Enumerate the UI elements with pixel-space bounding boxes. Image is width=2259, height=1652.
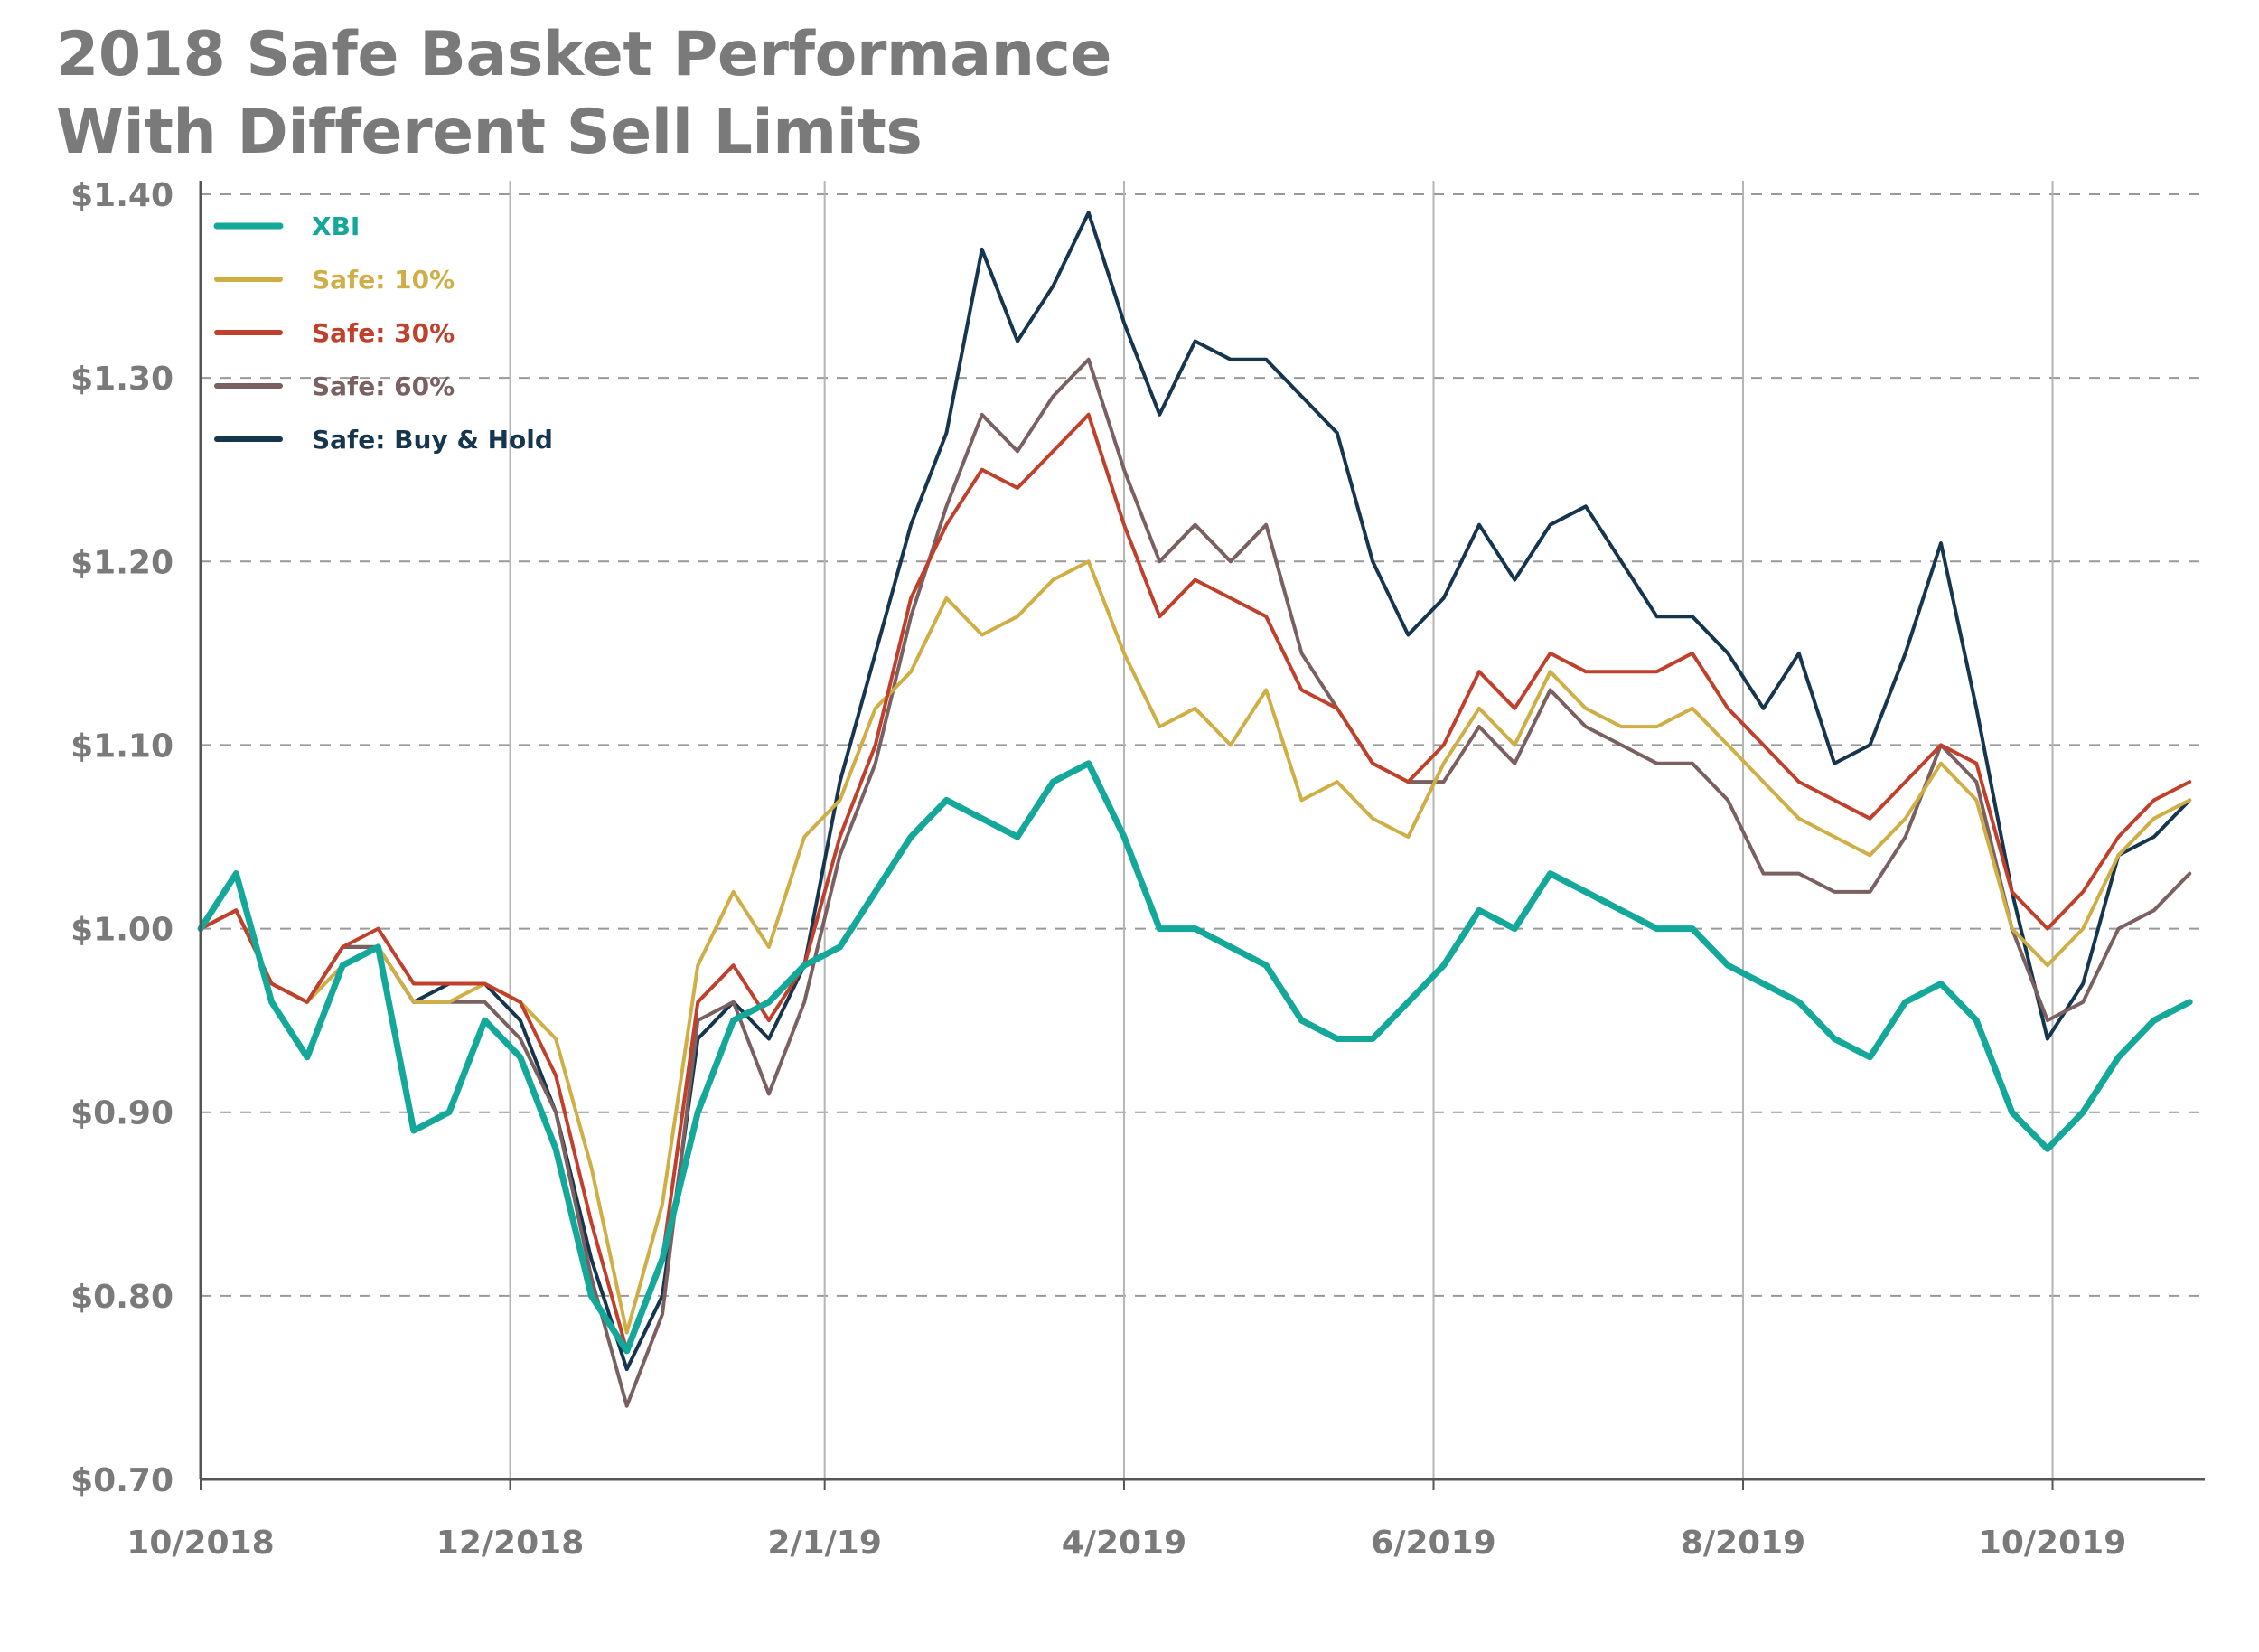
y-tick-label: $0.80: [70, 1279, 173, 1316]
legend-label: XBI: [312, 211, 360, 241]
y-tick-label: $1.10: [70, 727, 173, 765]
x-tick-label: 8/2019: [1681, 1525, 1805, 1562]
series-line-safe-60: [199, 357, 2192, 1408]
legend-label: Safe: Buy & Hold: [312, 425, 553, 455]
x-tick-label: 2/1/19: [767, 1525, 882, 1562]
y-tick-label: $0.90: [70, 1095, 173, 1132]
y-tick-label: $0.70: [70, 1462, 173, 1499]
grid: [201, 181, 2205, 1479]
legend-item-safe-60: Safe: 60%: [214, 371, 455, 401]
series-lines: [197, 211, 2193, 1408]
legend: XBI Safe: 10% Safe: 30% Safe: 60% Safe: Buy …: [213, 211, 553, 455]
axes: $0.70 $0.80 $0.90 $1.00 $1.10 $1.20 $1.30 $1.40…: [70, 177, 2205, 1562]
legend-label: Safe: 10%: [312, 265, 455, 295]
series-line-xbi: [197, 760, 2193, 1355]
legend-label: Safe: 60%: [312, 371, 455, 401]
chart-title-line-1: 2018 Safe Basket Performance: [56, 19, 1111, 90]
chart-title-line-2: With Different Sell Limits: [56, 97, 923, 168]
legend-item-safe-10: Safe: 10%: [214, 265, 455, 295]
x-tick-label: 10/2018: [127, 1525, 274, 1562]
legend-label: Safe: 30%: [312, 318, 455, 348]
x-tick-label: 4/2019: [1062, 1525, 1186, 1562]
y-tick-label: $1.40: [70, 177, 173, 214]
series-line-safe-10: [199, 559, 2192, 1335]
x-tick-label: 6/2019: [1371, 1525, 1495, 1562]
y-tick-label: $1.20: [70, 544, 173, 581]
x-tick-label: 10/2019: [1979, 1525, 2126, 1562]
legend-item-xbi: XBI: [213, 211, 360, 241]
series-line-safe-30: [199, 412, 2192, 1353]
y-tick-label: $1.30: [70, 361, 173, 398]
legend-item-safe-30: Safe: 30%: [214, 318, 455, 348]
chart-title: 2018 Safe Basket Performance With Differ…: [56, 16, 1111, 172]
series-line-safe-buy-hold: [199, 211, 2192, 1372]
x-tick-label: 12/2018: [436, 1525, 584, 1562]
legend-item-safe-buy-hold: Safe: Buy & Hold: [214, 425, 553, 455]
y-tick-label: $1.00: [70, 912, 173, 949]
